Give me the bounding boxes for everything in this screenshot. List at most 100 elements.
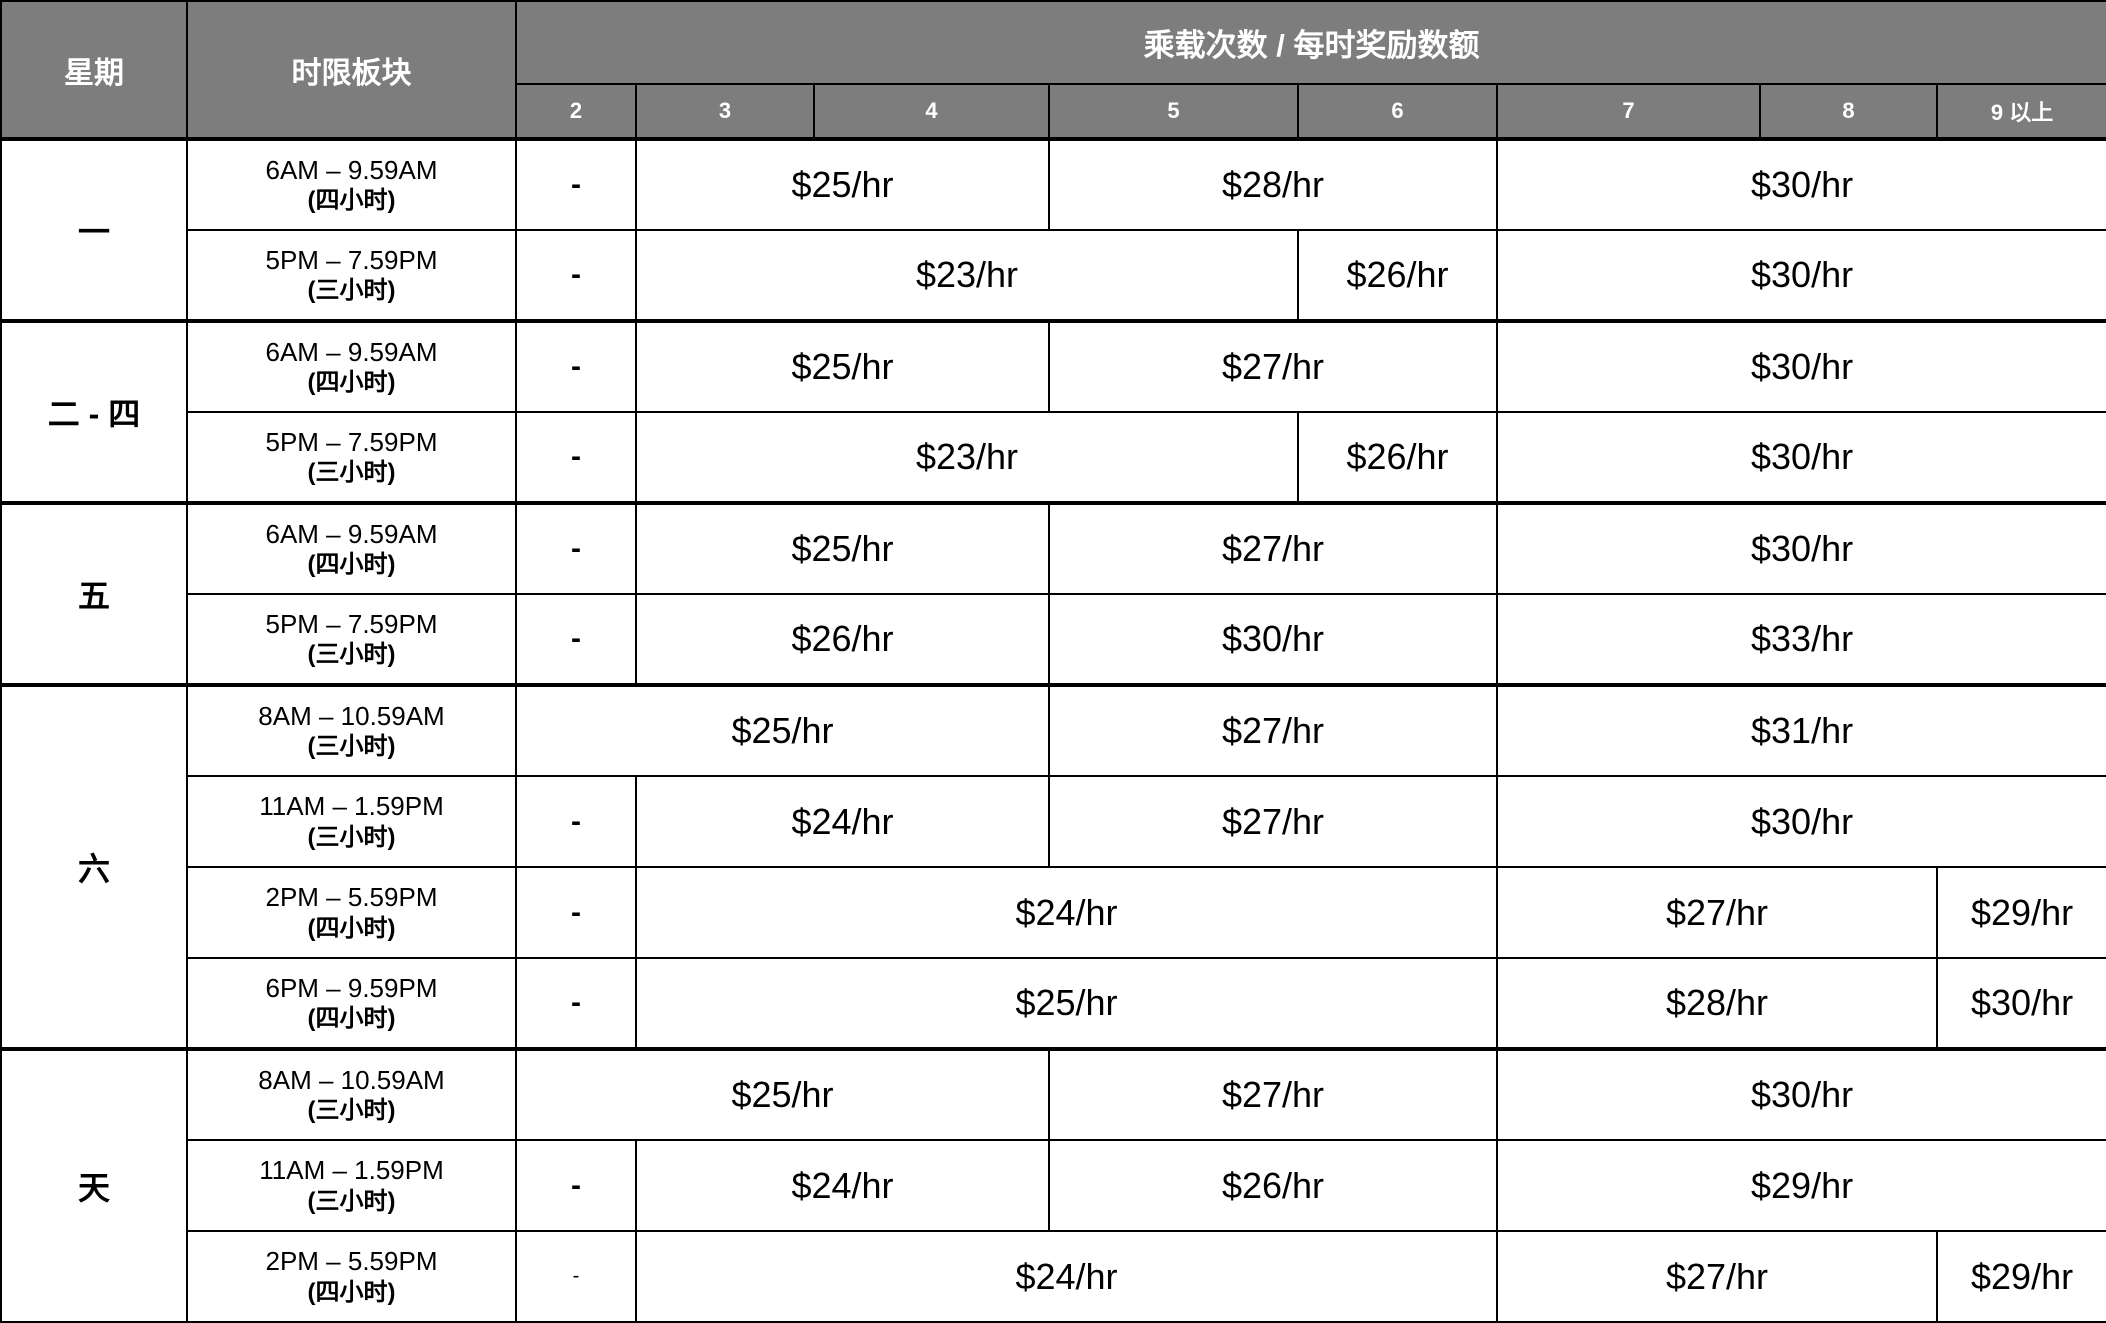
- rate-cell: $29/hr: [1495, 1139, 2106, 1232]
- time-slot-cell: 2PM – 5.59PM (四小时): [186, 1230, 517, 1323]
- time-duration: (三小时): [307, 277, 396, 305]
- day-cell-sat: 六: [0, 683, 188, 1050]
- header-count-9plus: 9 以上: [1935, 83, 2106, 141]
- rate-cell: $27/hr: [1496, 866, 1938, 959]
- time-duration: (四小时): [307, 551, 396, 579]
- time-slot-cell: 5PM – 7.59PM (三小时): [186, 411, 517, 504]
- rate-cell: $25/hr: [635, 957, 1498, 1050]
- dash-cell: -: [515, 1139, 637, 1232]
- header-count-7: 7: [1496, 83, 1761, 141]
- rate-cell: $27/hr: [1496, 1230, 1938, 1323]
- day-cell-tue-thu: 二 - 四: [0, 319, 188, 504]
- time-duration: (四小时): [307, 187, 396, 215]
- time-slot-cell: 11AM – 1.59PM (三小时): [186, 775, 517, 868]
- rate-cell: $33/hr: [1495, 593, 2106, 686]
- time-slot-cell: 11AM – 1.59PM (三小时): [186, 1139, 517, 1232]
- rate-cell: $28/hr: [1496, 957, 1938, 1050]
- rate-cell: $25/hr: [515, 683, 1050, 777]
- time-slot-cell: 6AM – 9.59AM (四小时): [186, 501, 517, 595]
- time-slot-cell: 8AM – 10.59AM (三小时): [186, 1047, 517, 1141]
- time-duration: (三小时): [307, 641, 396, 669]
- rate-cell: $31/hr: [1495, 683, 2106, 777]
- rate-cell: $27/hr: [1048, 501, 1498, 595]
- time-duration: (三小时): [307, 459, 396, 487]
- time-duration: (三小时): [307, 1187, 396, 1215]
- header-count-6: 6: [1297, 83, 1498, 141]
- rate-cell: $28/hr: [1048, 137, 1498, 231]
- day-cell-sun: 天: [0, 1047, 188, 1323]
- rate-cell: $27/hr: [1048, 683, 1498, 777]
- time-range: 11AM – 1.59PM: [259, 791, 444, 822]
- header-count-5: 5: [1048, 83, 1299, 141]
- time-duration: (三小时): [307, 733, 396, 761]
- dash-cell: -: [515, 593, 637, 686]
- rate-cell: $26/hr: [1048, 1139, 1498, 1232]
- rate-cell: $30/hr: [1495, 775, 2106, 868]
- time-slot-cell: 8AM – 10.59AM (三小时): [186, 683, 517, 777]
- rate-cell: $27/hr: [1048, 1047, 1498, 1141]
- header-count-3: 3: [635, 83, 815, 141]
- rate-cell: $30/hr: [1495, 137, 2106, 231]
- dash-cell: -: [515, 411, 637, 504]
- header-count-4: 4: [813, 83, 1050, 141]
- dash-cell: -: [515, 775, 637, 868]
- dash-cell: -: [515, 137, 637, 231]
- rate-cell: $24/hr: [635, 775, 1050, 868]
- time-duration: (四小时): [307, 914, 396, 942]
- rate-cell: $30/hr: [1495, 319, 2106, 413]
- rate-cell: $23/hr: [635, 229, 1299, 322]
- rate-cell: $30/hr: [1495, 411, 2106, 504]
- rate-cell: $30/hr: [1935, 957, 2106, 1050]
- rate-cell: $29/hr: [1935, 866, 2106, 959]
- dash-cell: -: [515, 229, 637, 322]
- header-count-2: 2: [515, 83, 637, 141]
- rate-cell: $24/hr: [635, 1139, 1050, 1232]
- time-range: 6AM – 9.59AM: [265, 518, 438, 549]
- header-rides-per-hour: 乘载次数 / 每时奖励数额: [514, 0, 2106, 85]
- header-count-8: 8: [1759, 83, 1938, 141]
- rate-cell: $26/hr: [1297, 229, 1498, 322]
- time-duration: (三小时): [307, 823, 396, 851]
- time-slot-cell: 5PM – 7.59PM (三小时): [186, 593, 517, 686]
- time-range: 8AM – 10.59AM: [258, 700, 445, 731]
- dash-cell: -: [515, 319, 637, 413]
- header-day-column: 星期: [0, 0, 188, 140]
- rate-cell: $25/hr: [635, 501, 1050, 595]
- time-range: 6AM – 9.59AM: [265, 154, 438, 185]
- dash-cell: -: [515, 501, 637, 595]
- day-cell-fri: 五: [0, 501, 188, 686]
- rate-cell: $30/hr: [1495, 229, 2106, 322]
- day-cell-mon: 一: [0, 137, 188, 322]
- rate-cell: $27/hr: [1048, 775, 1498, 868]
- time-range: 2PM – 5.59PM: [265, 1246, 438, 1277]
- dash-cell: -: [515, 866, 637, 959]
- rate-cell: $25/hr: [515, 1047, 1050, 1141]
- rate-cell: $30/hr: [1495, 1047, 2106, 1141]
- time-range: 5PM – 7.59PM: [265, 426, 438, 457]
- time-slot-cell: 6AM – 9.59AM (四小时): [186, 319, 517, 413]
- time-range: 2PM – 5.59PM: [265, 882, 438, 913]
- rate-cell: $30/hr: [1495, 501, 2106, 595]
- dash-cell: -: [515, 957, 637, 1050]
- time-duration: (三小时): [307, 1097, 396, 1125]
- time-duration: (四小时): [307, 1278, 396, 1306]
- time-range: 6PM – 9.59PM: [265, 972, 438, 1003]
- time-slot-cell: 5PM – 7.59PM (三小时): [186, 229, 517, 322]
- rate-cell: $27/hr: [1048, 319, 1498, 413]
- rate-cell: $24/hr: [635, 866, 1498, 959]
- time-range: 5PM – 7.59PM: [265, 244, 438, 275]
- time-duration: (四小时): [307, 1005, 396, 1033]
- header-timeblock-column: 时限板块: [186, 0, 517, 140]
- rate-cell: $25/hr: [635, 319, 1050, 413]
- time-slot-cell: 6AM – 9.59AM (四小时): [186, 137, 517, 231]
- rate-cell: $24/hr: [635, 1230, 1498, 1323]
- time-range: 8AM – 10.59AM: [258, 1064, 445, 1095]
- time-duration: (四小时): [307, 369, 396, 397]
- rate-cell: $30/hr: [1048, 593, 1498, 686]
- time-range: 5PM – 7.59PM: [265, 608, 438, 639]
- rate-cell: $23/hr: [635, 411, 1299, 504]
- rate-cell: $25/hr: [635, 137, 1050, 231]
- rate-cell: $29/hr: [1935, 1230, 2106, 1323]
- time-slot-cell: 6PM – 9.59PM (四小时): [186, 957, 517, 1050]
